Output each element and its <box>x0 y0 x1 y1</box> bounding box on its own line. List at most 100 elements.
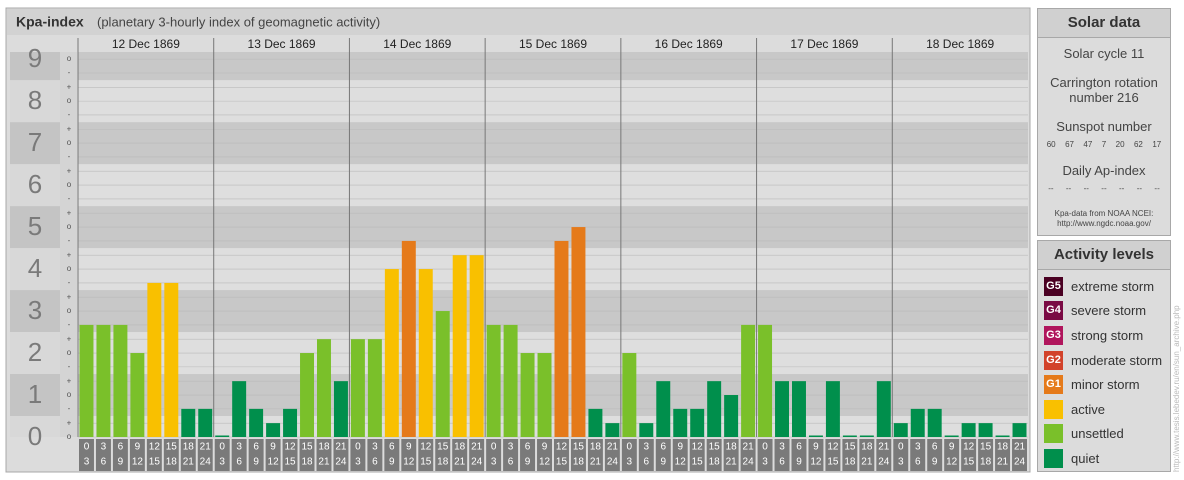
hour-end: 18 <box>301 457 313 468</box>
bar <box>741 324 756 437</box>
hour-box <box>655 439 671 471</box>
day-label: 13 Dec 1869 <box>248 37 316 51</box>
ap-value: -- <box>1136 184 1143 193</box>
hour-start: 21 <box>200 442 212 453</box>
band-label-bg <box>10 416 60 437</box>
hour-box <box>723 439 739 471</box>
hour-box <box>384 439 400 471</box>
level-badge: G3 <box>1044 325 1063 345</box>
bar <box>605 423 620 437</box>
level-label: strong storm <box>1071 327 1144 343</box>
hour-start: 0 <box>898 442 904 453</box>
hour-end: 24 <box>1014 457 1026 468</box>
hour-start: 12 <box>284 442 296 453</box>
hour-end: 21 <box>861 457 873 468</box>
hour-start: 3 <box>644 442 650 453</box>
bar <box>588 408 603 437</box>
hour-start: 3 <box>101 442 107 453</box>
hour-start: 21 <box>335 442 347 453</box>
bar <box>367 339 382 437</box>
hour-box <box>1012 439 1027 471</box>
hour-end: 3 <box>491 457 497 468</box>
bar <box>452 255 467 437</box>
hour-box <box>79 439 94 471</box>
hour-start: 15 <box>844 442 856 453</box>
hour-end: 12 <box>403 457 415 468</box>
bar <box>961 423 976 437</box>
level-badge: G1 <box>1044 375 1063 395</box>
hour-box <box>604 439 620 471</box>
bar <box>978 423 993 437</box>
bar <box>300 353 314 437</box>
hour-end: 24 <box>335 457 347 468</box>
hour-end: 9 <box>660 457 666 468</box>
bar <box>130 353 145 437</box>
solar-cycle: Solar cycle 11 <box>1063 46 1145 61</box>
hour-end: 3 <box>898 457 904 468</box>
y-tick-label: 1 <box>28 379 42 409</box>
hour-end: 18 <box>166 457 178 468</box>
minor-col <box>60 52 77 437</box>
bar <box>317 339 331 437</box>
y-tick-label: 0 <box>28 421 42 451</box>
bar <box>876 381 891 437</box>
bar <box>469 255 484 437</box>
hour-box <box>248 439 264 471</box>
hour-box <box>418 439 434 471</box>
minor-tick-label: - <box>68 194 71 203</box>
bar <box>232 381 247 437</box>
activity-panel: Activity levels G5 extreme storm G4 severe … <box>1037 240 1171 472</box>
hour-start: 3 <box>779 442 785 453</box>
hour-box <box>486 439 502 471</box>
level-item: G3 strong storm <box>1038 323 1170 348</box>
day-label: 12 Dec 1869 <box>112 37 180 51</box>
minor-tick-label: - <box>68 236 71 245</box>
bar <box>350 339 365 437</box>
bar <box>825 381 840 437</box>
hour-end: 24 <box>878 457 890 468</box>
band-label-bg <box>10 206 60 249</box>
hour-box <box>570 439 586 471</box>
hour-end: 18 <box>980 457 992 468</box>
y-tick-label: 9 <box>28 43 42 73</box>
carrington: Carrington rotation number 216 <box>1050 75 1158 105</box>
minor-tick-label: o <box>67 432 72 441</box>
band <box>78 416 1028 437</box>
hour-start: 21 <box>743 442 755 453</box>
hour-start: 21 <box>878 442 890 453</box>
bar <box>724 395 739 437</box>
hour-end: 3 <box>627 457 633 468</box>
solar-title: Solar data <box>1038 9 1170 38</box>
bar <box>944 435 959 437</box>
ap-title: Daily Ap-index <box>1062 163 1146 178</box>
chart-title: Kpa-index <box>16 14 84 30</box>
level-item: G5 extreme storm <box>1038 274 1170 299</box>
hour-start: 12 <box>827 442 839 453</box>
day-label: 17 Dec 1869 <box>790 37 858 51</box>
hour-start: 0 <box>219 442 225 453</box>
hour-start: 18 <box>590 442 602 453</box>
hour-box <box>978 439 994 471</box>
hour-start: 6 <box>389 442 395 453</box>
sunspot-value: 67 <box>1065 140 1074 149</box>
minor-tick-label: o <box>67 180 72 189</box>
hour-end: 18 <box>709 457 721 468</box>
source-note: Kpa-data from NOAA NCEI: http://www.ngdc… <box>1054 209 1154 228</box>
ap-value: -- <box>1119 184 1125 193</box>
minor-tick-label: + <box>67 124 72 133</box>
hour-start: 9 <box>542 442 548 453</box>
hour-box <box>791 439 807 471</box>
level-badge <box>1044 424 1063 444</box>
bar <box>775 381 789 437</box>
hour-end: 9 <box>796 457 802 468</box>
hour-end: 3 <box>84 457 90 468</box>
hour-box <box>469 439 485 471</box>
bar <box>995 435 1010 437</box>
sunspot-value: 60 <box>1046 140 1056 149</box>
minor-tick-label: - <box>68 110 71 119</box>
hour-box <box>95 439 111 471</box>
hour-start: 12 <box>149 442 161 453</box>
bar <box>690 408 705 437</box>
hour-start: 12 <box>556 442 568 453</box>
bar <box>859 435 874 437</box>
